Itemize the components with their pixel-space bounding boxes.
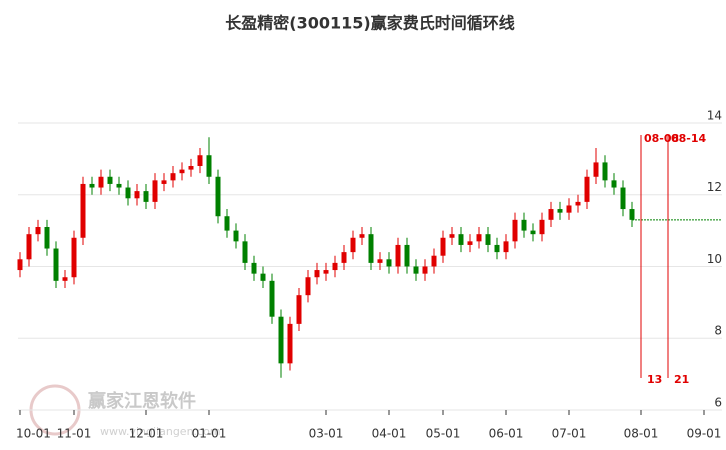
candle-body xyxy=(350,237,356,253)
candle-body xyxy=(35,227,41,235)
candle-body xyxy=(215,176,221,217)
candle-body xyxy=(413,266,419,274)
candle-body xyxy=(422,266,428,274)
candle-body xyxy=(620,187,626,210)
candle-body xyxy=(431,255,437,267)
y-tick-label: 8 xyxy=(714,324,722,338)
candle-body xyxy=(224,216,230,231)
cycle-date: 08-14 xyxy=(671,132,707,145)
candle-body xyxy=(53,248,59,281)
candle-body xyxy=(80,183,86,238)
x-tick-label: 09-01 xyxy=(687,427,722,441)
cycle-date: 08-08 xyxy=(644,132,679,145)
x-tick-label: 04-01 xyxy=(372,427,407,441)
watermark-url: www.yingjiangen.com xyxy=(100,425,221,438)
candle-body xyxy=(269,280,275,317)
candle-body xyxy=(305,277,311,296)
cycle-count: 21 xyxy=(674,373,689,386)
x-tick-label: 10-01 xyxy=(16,427,51,441)
candle-body xyxy=(152,180,158,202)
candle-body xyxy=(251,262,257,274)
x-tick-label: 03-01 xyxy=(309,427,344,441)
x-tick-label: 08-01 xyxy=(624,427,659,441)
candle-body xyxy=(512,219,518,242)
candle-body xyxy=(278,316,284,364)
candle-body xyxy=(26,234,32,260)
candle-body xyxy=(179,169,185,174)
candle-body xyxy=(314,270,320,278)
candle-body xyxy=(602,162,608,181)
candle-body xyxy=(242,241,248,263)
candle-body xyxy=(503,241,509,253)
candle-body xyxy=(521,219,527,231)
candle-body xyxy=(125,187,131,199)
candle-body xyxy=(206,155,212,177)
candle-body xyxy=(170,173,176,181)
candle-body xyxy=(557,209,563,213)
candle-body xyxy=(134,191,140,199)
candle-body xyxy=(539,219,545,235)
candle-body xyxy=(359,234,365,238)
candle-body xyxy=(116,183,122,188)
candle-body xyxy=(467,241,473,245)
candle-body xyxy=(530,230,536,235)
candle-body xyxy=(71,237,77,278)
candle-body xyxy=(62,277,68,281)
candle-body xyxy=(287,323,293,364)
candle-body xyxy=(197,155,203,166)
candle-body xyxy=(485,234,491,245)
candle-body xyxy=(566,205,572,213)
candle-body xyxy=(107,176,113,184)
x-tick-label: 01-01 xyxy=(192,427,227,441)
candle-body xyxy=(368,234,374,263)
candle-body xyxy=(548,209,554,220)
candle-body xyxy=(386,259,392,267)
candle-body xyxy=(260,273,266,281)
candle-body xyxy=(440,237,446,256)
candle-body xyxy=(476,234,482,242)
candle-body xyxy=(296,295,302,324)
candle-body xyxy=(611,180,617,188)
candle-body xyxy=(395,244,401,267)
y-tick-label: 12 xyxy=(707,180,722,194)
candle-body xyxy=(323,270,329,274)
candle-body xyxy=(458,234,464,245)
y-tick-label: 6 xyxy=(714,396,722,410)
candle-body xyxy=(98,176,104,188)
candle-body xyxy=(341,252,347,263)
y-tick-label: 10 xyxy=(707,252,722,266)
chart-title: 长盈精密(300115)赢家费氏时间循环线 xyxy=(225,14,514,33)
candle-body xyxy=(629,209,635,220)
cycle-count: 13 xyxy=(647,373,662,386)
x-tick-label: 05-01 xyxy=(426,427,461,441)
candle-body xyxy=(44,227,50,249)
candle-body xyxy=(89,183,95,188)
candle-body xyxy=(593,162,599,177)
candle-body xyxy=(377,259,383,263)
y-tick-label: 14 xyxy=(707,108,722,122)
candle-body xyxy=(494,244,500,253)
x-tick-label: 06-01 xyxy=(489,427,524,441)
candle-body xyxy=(143,191,149,202)
candle-body xyxy=(575,201,581,206)
x-tick-label: 12-01 xyxy=(129,427,164,441)
candle-body xyxy=(188,166,194,170)
x-tick-label: 07-01 xyxy=(552,427,587,441)
x-tick-label: 11-01 xyxy=(57,427,92,441)
candle-body xyxy=(584,176,590,202)
candle-body xyxy=(332,262,338,271)
candle-body xyxy=(161,180,167,184)
candle-body xyxy=(17,259,23,271)
candle-body xyxy=(404,244,410,267)
candle-body xyxy=(449,234,455,238)
watermark: 赢家江恩软件 xyxy=(88,390,196,412)
candle-body xyxy=(233,230,239,242)
